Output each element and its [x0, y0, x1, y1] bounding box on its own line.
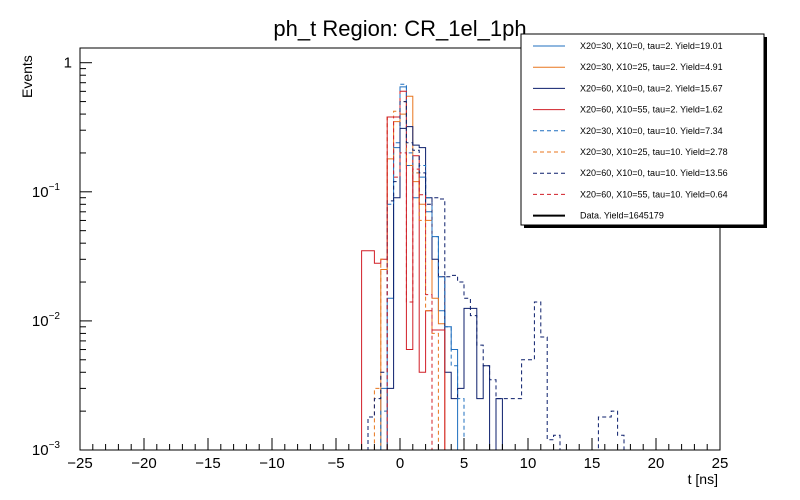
legend-entry-label: X20=30, X10=25, tau=10. Yield=2.78 [580, 147, 728, 157]
y-axis-label: Events [19, 55, 35, 98]
x-tick-label: 25 [712, 455, 729, 472]
series-2-step-line [80, 126, 720, 450]
legend-box [520, 33, 765, 226]
series-0-step-line [80, 86, 720, 450]
legend-entry-label: X20=60, X10=55, tau=2. Yield=1.62 [580, 105, 723, 115]
x-tick-label: 20 [648, 455, 665, 472]
x-axis-label: t [ns] [688, 471, 718, 487]
x-tick-label: −10 [259, 455, 284, 472]
legend: X20=30, X10=0, tau=2. Yield=19.01 X20=30,… [520, 33, 767, 228]
x-tick-label: −5 [327, 455, 344, 472]
series-3-step-line [80, 90, 720, 450]
series-7-step-line [80, 116, 720, 450]
y-tick-label: 1 [64, 55, 72, 72]
legend-entry-label: X20=30, X10=25, tau=2. Yield=4.91 [580, 62, 723, 72]
x-tick-label: 10 [520, 455, 537, 472]
x-tick-label: 15 [584, 455, 601, 472]
x-tick-label: −15 [195, 455, 220, 472]
x-tick-label: −20 [131, 455, 156, 472]
chart-title: ph_t Region: CR_1el_1ph [273, 16, 526, 41]
x-tick-label: −25 [67, 455, 92, 472]
x-tick-label: 5 [460, 455, 468, 472]
legend-entry-label: X20=60, X10=55, tau=10. Yield=0.64 [580, 189, 728, 199]
axis-ticks: −25 −20 −15 −10 −5 0 5 10 15 20 25 1 10−1 10−2 10−3 [32, 55, 728, 472]
y-tick-label: 10−1 [32, 182, 61, 201]
y-tick-label: 10−3 [32, 440, 61, 459]
legend-entry-label: X20=30, X10=0, tau=10. Yield=7.34 [580, 126, 723, 136]
legend-entry-label: X20=60, X10=0, tau=10. Yield=13.56 [580, 168, 728, 178]
x-tick-label: 0 [396, 455, 404, 472]
legend-entry-label: X20=30, X10=0, tau=2. Yield=19.01 [580, 41, 723, 51]
legend-entry-label: X20=60, X10=0, tau=2. Yield=15.67 [580, 83, 723, 93]
legend-entry-label: Data. Yield=1645179 [580, 211, 664, 221]
series-6-step-line [80, 101, 720, 450]
y-tick-label: 10−2 [32, 311, 61, 330]
series-layer [80, 83, 720, 450]
